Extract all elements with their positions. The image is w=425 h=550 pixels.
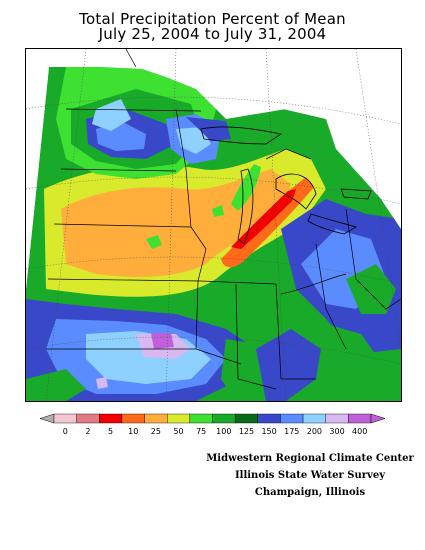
map-title: Total Precipitation Percent of Mean xyxy=(79,10,346,28)
legend-label: 0 xyxy=(63,427,68,436)
legend-swatch xyxy=(302,413,326,424)
legend-label: 400 xyxy=(352,427,367,436)
legend-label: 25 xyxy=(151,427,161,436)
credit-location: Champaign, Illinois xyxy=(254,487,366,498)
precipitation-fill xyxy=(26,49,401,401)
legend-swatch xyxy=(53,413,77,424)
color-legend: 0 2 5 10 25 50 75 100 125 150 175 200 300 400 xyxy=(39,412,386,442)
legend-swatch xyxy=(325,413,349,424)
legend-label: 150 xyxy=(261,427,276,436)
credit-survey: Illinois State Water Survey xyxy=(234,470,386,481)
legend-swatch xyxy=(348,413,372,424)
legend-swatch xyxy=(121,413,145,424)
credit-organization: Midwestern Regional Climate Center xyxy=(206,453,414,464)
legend-label: 5 xyxy=(108,427,113,436)
legend-swatch xyxy=(280,413,304,424)
great-lakes xyxy=(200,126,372,245)
legend-label: 2 xyxy=(85,427,90,436)
legend-label: 75 xyxy=(196,427,206,436)
graticule xyxy=(26,49,401,401)
legend-swatch xyxy=(212,413,236,424)
legend-swatch xyxy=(144,413,168,424)
map-date-range: July 25, 2004 to July 31, 2004 xyxy=(98,25,327,43)
legend-swatch xyxy=(167,413,191,424)
legend-swatch xyxy=(257,413,281,424)
legend-swatch xyxy=(99,413,123,424)
boundary-lines xyxy=(46,49,401,390)
legend-swatch xyxy=(189,413,213,424)
legend-high-arrow xyxy=(370,413,386,424)
legend-label: 200 xyxy=(307,427,322,436)
legend-swatch xyxy=(76,413,100,424)
legend-label: 300 xyxy=(329,427,344,436)
legend-swatch xyxy=(234,413,258,424)
precipitation-map xyxy=(25,48,402,402)
legend-label: 125 xyxy=(239,427,254,436)
legend-label: 175 xyxy=(284,427,299,436)
legend-label: 10 xyxy=(128,427,138,436)
legend-low-arrow xyxy=(39,413,55,424)
legend-label: 100 xyxy=(216,427,231,436)
legend-label: 50 xyxy=(173,427,183,436)
